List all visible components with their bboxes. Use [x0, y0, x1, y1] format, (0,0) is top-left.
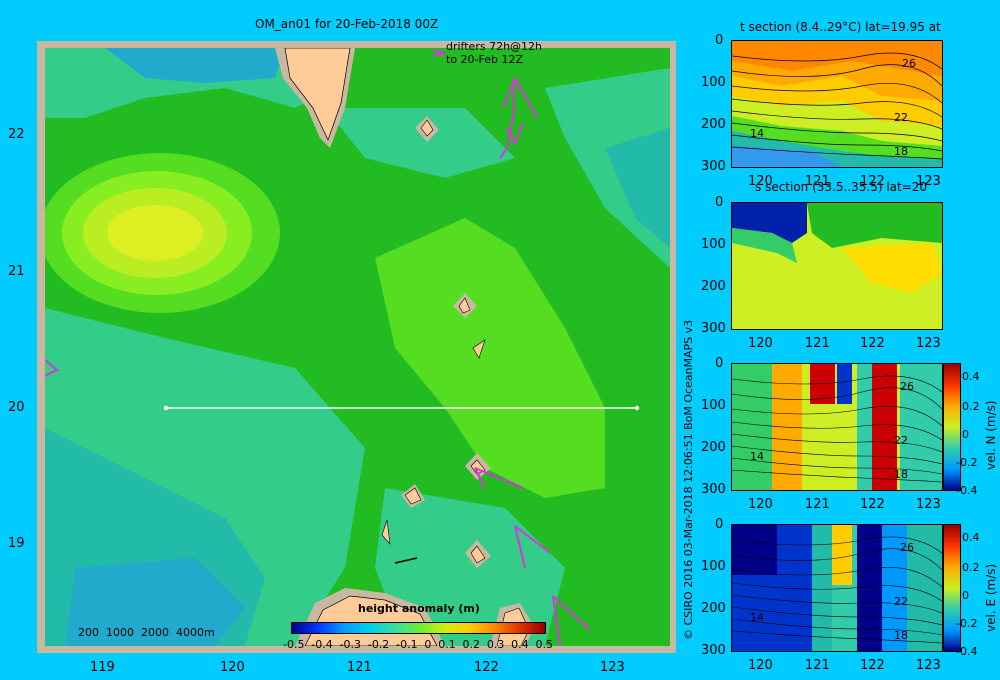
- vel-e-colorbar-tick: -0.4: [956, 645, 978, 658]
- depth-tick: 200: [701, 279, 726, 294]
- map-lon-tick: 123: [600, 660, 625, 675]
- vel-n-colorbar-tick: -0.2: [956, 456, 978, 469]
- drifter-legend-line2: to 20-Feb 12Z: [446, 53, 524, 66]
- depth-tick: 300: [701, 482, 726, 497]
- contour-label: 26: [900, 541, 914, 554]
- t-section-title: t section (8.4..29°C) lat=19.95 at: [740, 20, 941, 34]
- panel-lon-tick: 123: [916, 497, 941, 512]
- s-section-svg: [732, 203, 942, 329]
- vel-e-svg: [732, 525, 942, 651]
- panel-lon-tick: 120: [748, 658, 773, 673]
- contour-label: 14: [750, 127, 764, 140]
- panel-lon-tick: 120: [748, 497, 773, 512]
- contour-label: 18: [894, 468, 908, 481]
- depth-tick: 200: [701, 601, 726, 616]
- credit-text: © CSIRO 2016 03-Mar-2018 12:06:51 BoM Oc…: [682, 319, 695, 640]
- vel-e-colorbar: [943, 524, 961, 652]
- map-field-svg: [45, 48, 670, 646]
- height-anomaly-map[interactable]: [45, 48, 670, 646]
- contour-label: 22: [894, 111, 908, 124]
- map-lat-tick: 19: [8, 536, 25, 551]
- vel-n-colorbar-label: vel. N (m/s): [984, 400, 998, 470]
- vel-n-colorbar-tick: -0.4: [956, 484, 978, 497]
- colorbar-label: 0: [424, 638, 432, 651]
- panel-lon-tick: 123: [916, 336, 941, 351]
- panel-lon-tick: 122: [860, 336, 885, 351]
- vel-e-colorbar-tick: 0.2: [962, 561, 980, 574]
- drifter-legend-line1: drifters 72h@12h: [446, 40, 543, 53]
- depth-tick: 300: [701, 321, 726, 336]
- panel-lon-tick: 121: [805, 497, 830, 512]
- map-lat-tick: 20: [8, 400, 25, 415]
- vel-e-panel[interactable]: 26 22 18 14: [731, 524, 943, 652]
- colorbar-label: -0.1: [396, 638, 418, 651]
- colorbar-label: -0.5: [283, 638, 305, 651]
- s-section-title: s section (33.5..35.5) lat=20: [755, 180, 928, 194]
- panel-lon-tick: 122: [860, 658, 885, 673]
- depth-tick: 100: [701, 398, 726, 413]
- map-lon-tick: 119: [90, 660, 115, 675]
- colorbar-label: -0.3: [339, 638, 362, 651]
- vel-n-colorbar: [943, 363, 961, 491]
- colorbar-label: -0.4: [311, 638, 333, 651]
- contour-label: 14: [750, 611, 764, 624]
- panel-lon-tick: 122: [860, 174, 885, 189]
- vel-e-colorbar-tick: 0.4: [962, 531, 980, 544]
- height-colorbar-labels: -0.5 -0.4 -0.3 -0.2 -0.1 0 0.1 0.2 0.3 0…: [283, 638, 553, 651]
- panel-lon-tick: 120: [748, 174, 773, 189]
- vel-e-colorbar-tick: -0.2: [956, 617, 978, 630]
- panel-lon-tick: 121: [805, 336, 830, 351]
- panel-lon-tick: 121: [805, 174, 830, 189]
- colorbar-label: 0.2: [462, 638, 481, 651]
- bathymetry-legend: 200 1000 2000 4000m: [78, 626, 215, 639]
- depth-tick: 200: [701, 117, 726, 132]
- map-lon-tick: 120: [220, 660, 245, 675]
- vel-n-colorbar-tick: 0: [962, 428, 969, 441]
- contour-label: 14: [750, 450, 764, 463]
- s-section-panel[interactable]: [731, 202, 943, 330]
- vel-n-panel[interactable]: 26 22 18 14: [731, 363, 943, 491]
- panel-lon-tick: 121: [805, 658, 830, 673]
- depth-tick: 100: [701, 237, 726, 252]
- depth-tick: 100: [701, 75, 726, 90]
- colorbar-label: 0.3: [486, 638, 505, 651]
- t-section-panel[interactable]: 26 22 18 14: [731, 40, 943, 168]
- t-section-svg: [732, 41, 942, 167]
- colorbar-label: 0.4: [511, 638, 529, 651]
- depth-tick: 300: [701, 643, 726, 658]
- vel-e-colorbar-label: vel. E (m/s): [984, 563, 998, 632]
- map-lat-tick: 22: [8, 127, 25, 142]
- panel-lon-tick: 120: [748, 336, 773, 351]
- depth-tick: 0: [715, 33, 724, 48]
- depth-tick: 100: [701, 559, 726, 574]
- height-colorbar: [291, 622, 546, 634]
- depth-tick: 0: [715, 356, 724, 371]
- depth-tick: 300: [701, 159, 726, 174]
- vel-n-colorbar-tick: 0.4: [962, 370, 980, 383]
- contour-label: 22: [894, 595, 908, 608]
- colorbar-label: -0.2: [367, 638, 390, 651]
- colorbar-label: 0.5: [535, 638, 553, 651]
- contour-label: 26: [900, 380, 914, 393]
- panel-lon-tick: 122: [860, 497, 885, 512]
- vel-e-colorbar-tick: 0: [962, 589, 969, 602]
- map-lon-tick: 121: [347, 660, 372, 675]
- contour-label: 22: [894, 434, 908, 447]
- map-lat-tick: 21: [8, 264, 25, 279]
- depth-tick: 0: [715, 517, 724, 532]
- map-lon-tick: 122: [474, 660, 499, 675]
- depth-tick: 0: [715, 195, 724, 210]
- depth-tick: 200: [701, 440, 726, 455]
- colorbar-label: 0.1: [438, 638, 456, 651]
- contour-label: 18: [894, 629, 908, 642]
- height-colorbar-title: height anomaly (m): [358, 602, 480, 615]
- map-title: OM_an01 for 20-Feb-2018 00Z: [255, 17, 439, 31]
- contour-label: 26: [902, 57, 916, 70]
- vel-n-colorbar-tick: 0.2: [962, 400, 980, 413]
- panel-lon-tick: 123: [916, 174, 941, 189]
- vel-n-svg: [732, 364, 942, 490]
- contour-label: 18: [894, 145, 908, 158]
- panel-lon-tick: 123: [916, 658, 941, 673]
